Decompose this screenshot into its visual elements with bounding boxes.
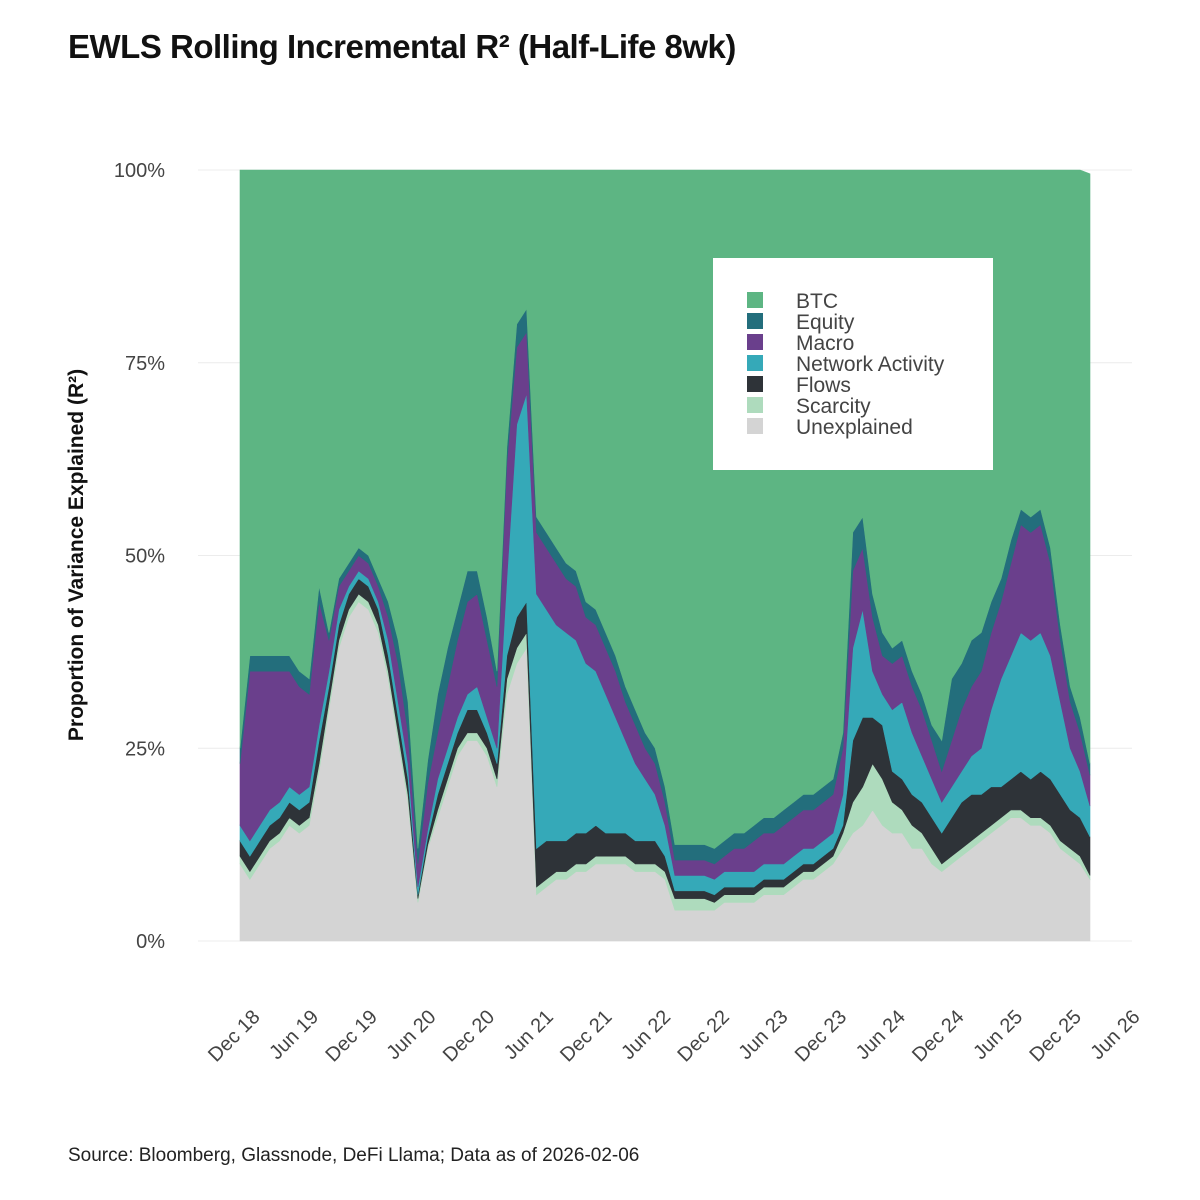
x-tick-label: Jun 23: [735, 1006, 793, 1064]
x-tick-label: Jun 24: [852, 1006, 910, 1064]
x-tick-label: Jun 22: [617, 1006, 675, 1064]
chart-title: EWLS Rolling Incremental R² (Half-Life 8…: [68, 28, 736, 65]
x-tick-label: Dec 18: [204, 1006, 264, 1066]
x-tick-label: Jun 25: [969, 1006, 1027, 1064]
x-tick-label: Jun 26: [1087, 1006, 1145, 1064]
y-tick-label: 100%: [114, 160, 165, 182]
x-tick-label: Dec 22: [673, 1006, 733, 1066]
x-tick-label: Jun 21: [500, 1006, 558, 1064]
x-tick-label: Jun 20: [383, 1006, 441, 1064]
legend-swatch: [747, 376, 763, 392]
y-axis-label: Proportion of Variance Explained (R²): [65, 369, 88, 741]
legend-label: Unexplained: [796, 416, 913, 439]
legend-swatch: [747, 292, 763, 308]
legend-label: Network Activity: [796, 353, 945, 376]
y-tick-label: 25%: [125, 738, 165, 760]
x-tick-label: Dec 19: [321, 1006, 381, 1066]
legend-swatch: [747, 355, 763, 371]
x-tick-label: Dec 25: [1025, 1006, 1085, 1066]
legend-swatch: [747, 334, 763, 350]
x-tick-label: Dec 23: [791, 1006, 851, 1066]
source-note: Source: Bloomberg, Glassnode, DeFi Llama…: [68, 1145, 640, 1166]
legend-label: BTC: [796, 290, 838, 313]
y-tick-label: 0%: [136, 931, 165, 953]
x-tick-label: Dec 20: [439, 1006, 499, 1066]
x-tick-label: Dec 21: [556, 1006, 616, 1066]
y-tick-label: 50%: [125, 546, 165, 568]
legend-swatch: [747, 313, 763, 329]
x-tick-label: Jun 19: [265, 1006, 323, 1064]
y-tick-label: 75%: [125, 353, 165, 375]
y-axis-ticks: 0% 25% 50% 75% 100%: [114, 160, 165, 953]
legend-label: Macro: [796, 332, 854, 355]
x-tick-label: Dec 24: [908, 1006, 968, 1066]
legend-label: Flows: [796, 374, 851, 397]
legend-label: Scarcity: [796, 395, 871, 418]
legend-label: Equity: [796, 311, 855, 334]
legend-swatch: [747, 397, 763, 413]
legend-swatch: [747, 418, 763, 434]
